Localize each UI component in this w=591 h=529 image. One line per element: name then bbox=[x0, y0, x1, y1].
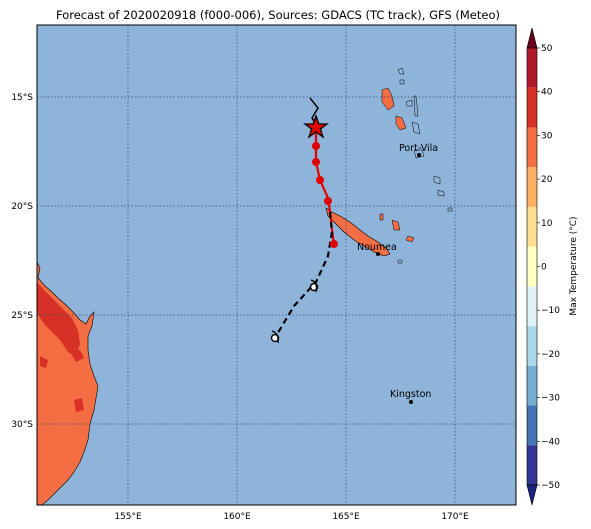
colorbar-tick-label: −50 bbox=[541, 481, 560, 491]
colorbar: 50 40 30 20 10 0 −10 −20 −30 −40 −50 bbox=[526, 27, 560, 506]
vanuatu-espiritu-santo bbox=[381, 87, 395, 111]
vanuatu-island-a bbox=[397, 67, 405, 75]
lon-tick-170: 170°E bbox=[441, 512, 469, 522]
lat-tick-30: 30°S bbox=[11, 420, 33, 430]
australia-hot-region bbox=[37, 282, 80, 356]
colorbar-tick-label: −30 bbox=[541, 394, 560, 404]
city-dot-noumea bbox=[376, 252, 380, 256]
colorbar-extend-min bbox=[526, 484, 538, 506]
lat-tick-20: 20°S bbox=[11, 202, 33, 212]
colorbar-segment bbox=[527, 286, 537, 327]
vanuatu-island-d bbox=[413, 95, 419, 117]
small-island bbox=[379, 213, 384, 221]
vanuatu-island-f bbox=[447, 207, 453, 212]
tc-symbols-red bbox=[312, 142, 338, 248]
colorbar-segment bbox=[527, 246, 537, 287]
vanuatu-island-g bbox=[397, 259, 403, 264]
loyalty-island bbox=[391, 219, 401, 231]
city-label-noumea: Noumea bbox=[357, 242, 397, 253]
colorbar-tick-label: 30 bbox=[541, 131, 553, 141]
australia-hot-patch-2 bbox=[70, 350, 84, 362]
colorbar-tick-label: 10 bbox=[541, 219, 553, 229]
vanuatu-island-c bbox=[411, 121, 421, 135]
lat-tick-15: 15°S bbox=[11, 93, 33, 103]
colorbar-segment bbox=[527, 206, 537, 247]
colorbar-segment bbox=[527, 167, 537, 207]
lon-tick-labels: 155°E 160°E 165°E 170°E bbox=[114, 512, 469, 522]
cities: Port-Vila Noumea Kingston bbox=[357, 143, 438, 404]
tc-track-forecast bbox=[275, 211, 334, 337]
colorbar-extend-max bbox=[526, 27, 538, 49]
current-position-star bbox=[303, 114, 329, 139]
colorbar-segment bbox=[527, 445, 537, 485]
vanuatu-malekula bbox=[395, 115, 407, 131]
city-label-kingston: Kingston bbox=[390, 389, 431, 400]
tc-symbol-tail bbox=[271, 279, 318, 344]
ocean-background bbox=[37, 25, 516, 505]
vanuatu-island-b bbox=[405, 99, 413, 107]
australia-hot-patch bbox=[40, 356, 48, 368]
colorbar-segment bbox=[527, 365, 537, 406]
colorbar-segment bbox=[527, 405, 537, 446]
colorbar-segment bbox=[527, 326, 537, 366]
graticule bbox=[37, 25, 516, 505]
tc-track bbox=[270, 97, 338, 344]
lon-tick-160: 160°E bbox=[223, 512, 251, 522]
colorbar-tick-label: 40 bbox=[541, 88, 553, 98]
new-caledonia-land bbox=[325, 207, 391, 257]
vanuatu-tanna bbox=[433, 175, 441, 185]
loyalty-island-2 bbox=[405, 235, 415, 243]
colorbar-segment bbox=[527, 127, 537, 168]
colorbar-tick-label: 20 bbox=[541, 175, 553, 185]
vanuatu-aneityum bbox=[437, 189, 445, 197]
city-dot-port-vila bbox=[417, 153, 421, 157]
colorbar-tick-label: 50 bbox=[541, 44, 553, 54]
colorbar-tick-label: −20 bbox=[541, 350, 560, 360]
lon-tick-155: 155°E bbox=[114, 512, 142, 522]
lon-tick-165: 165°E bbox=[332, 512, 360, 522]
lat-tick-25: 25°S bbox=[11, 311, 33, 321]
colorbar-tick-label: −40 bbox=[541, 437, 560, 447]
city-label-port-vila: Port-Vila bbox=[399, 143, 438, 154]
lat-tick-labels: 15°S 20°S 25°S 30°S bbox=[11, 93, 33, 430]
colorbar-segment bbox=[527, 48, 537, 88]
colorbar-tick-label: 0 bbox=[541, 263, 547, 273]
australia-hot-patch-3 bbox=[74, 398, 84, 412]
colorbar-tick-label: −10 bbox=[541, 306, 560, 316]
vanuatu-island-e bbox=[399, 79, 405, 85]
colorbar-label: Max Temperature (°C) bbox=[569, 216, 579, 315]
map-frame bbox=[36, 24, 517, 506]
map-title: Forecast of 2020020918 (f000-006), Sourc… bbox=[56, 8, 500, 22]
colorbar-segment bbox=[527, 87, 537, 128]
city-dot-kingston bbox=[409, 400, 413, 404]
